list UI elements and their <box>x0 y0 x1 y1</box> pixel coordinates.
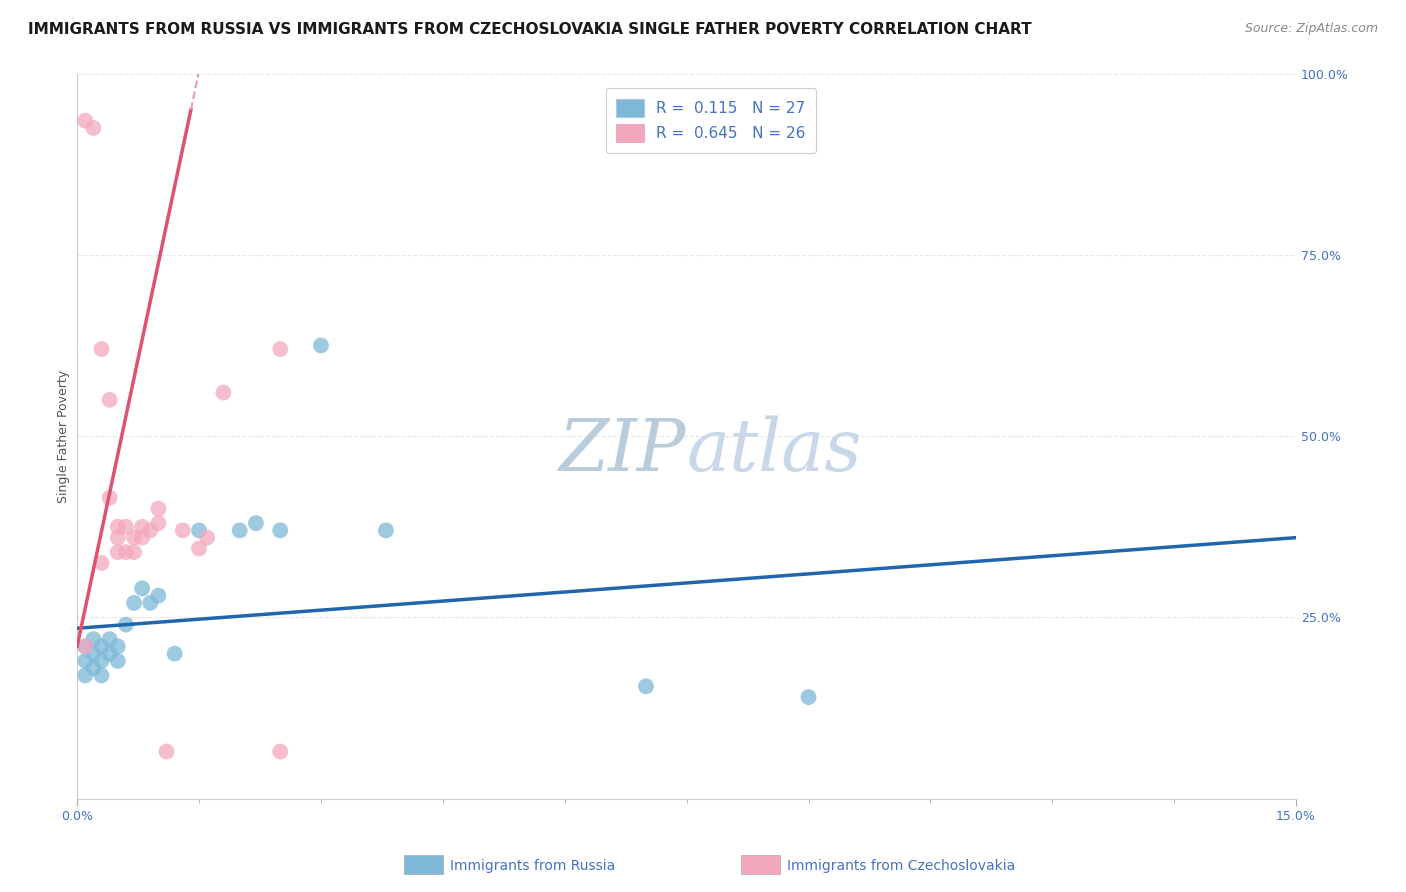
Point <box>115 545 138 559</box>
Point <box>172 524 194 538</box>
Point <box>82 632 104 647</box>
Point <box>82 661 104 675</box>
Point <box>107 545 129 559</box>
Point <box>212 385 235 400</box>
Point <box>122 531 145 545</box>
Point <box>163 647 186 661</box>
Point <box>90 556 112 570</box>
Point <box>75 640 97 654</box>
Point <box>82 647 104 661</box>
Point <box>98 392 121 407</box>
Point <box>634 679 657 693</box>
Point <box>269 745 291 759</box>
Point <box>122 596 145 610</box>
Point <box>107 520 129 534</box>
Point <box>131 531 153 545</box>
Point <box>269 524 291 538</box>
Point <box>188 541 211 556</box>
Point <box>107 654 129 668</box>
Point <box>374 524 396 538</box>
Point <box>90 342 112 356</box>
Legend: R =  0.115   N = 27, R =  0.645   N = 26: R = 0.115 N = 27, R = 0.645 N = 26 <box>606 88 817 153</box>
Point <box>139 596 162 610</box>
Point <box>148 501 170 516</box>
Text: Immigrants from Czechoslovakia: Immigrants from Czechoslovakia <box>787 859 1015 873</box>
Point <box>115 520 138 534</box>
Point <box>90 654 112 668</box>
Point <box>75 113 97 128</box>
Point <box>115 617 138 632</box>
Text: IMMIGRANTS FROM RUSSIA VS IMMIGRANTS FROM CZECHOSLOVAKIA SINGLE FATHER POVERTY C: IMMIGRANTS FROM RUSSIA VS IMMIGRANTS FRO… <box>28 22 1032 37</box>
Text: Immigrants from Russia: Immigrants from Russia <box>450 859 616 873</box>
Point <box>90 640 112 654</box>
Point <box>228 524 250 538</box>
Point <box>82 120 104 135</box>
Point <box>75 668 97 682</box>
Point <box>195 531 218 545</box>
Point <box>245 516 267 530</box>
Point <box>98 491 121 505</box>
Point <box>155 745 177 759</box>
Point <box>309 338 332 352</box>
Point <box>107 531 129 545</box>
Point <box>98 647 121 661</box>
Point <box>131 582 153 596</box>
Point <box>797 690 820 705</box>
Text: atlas: atlas <box>686 416 862 486</box>
Point <box>107 640 129 654</box>
Point <box>98 632 121 647</box>
Point <box>75 640 97 654</box>
Point <box>131 520 153 534</box>
Point <box>148 516 170 530</box>
Point <box>269 342 291 356</box>
Text: ZIP: ZIP <box>560 416 686 486</box>
Point <box>139 524 162 538</box>
Point <box>75 654 97 668</box>
Point <box>148 589 170 603</box>
Point <box>188 524 211 538</box>
Point <box>122 545 145 559</box>
Text: Source: ZipAtlas.com: Source: ZipAtlas.com <box>1244 22 1378 36</box>
Y-axis label: Single Father Poverty: Single Father Poverty <box>58 369 70 503</box>
Point <box>90 668 112 682</box>
